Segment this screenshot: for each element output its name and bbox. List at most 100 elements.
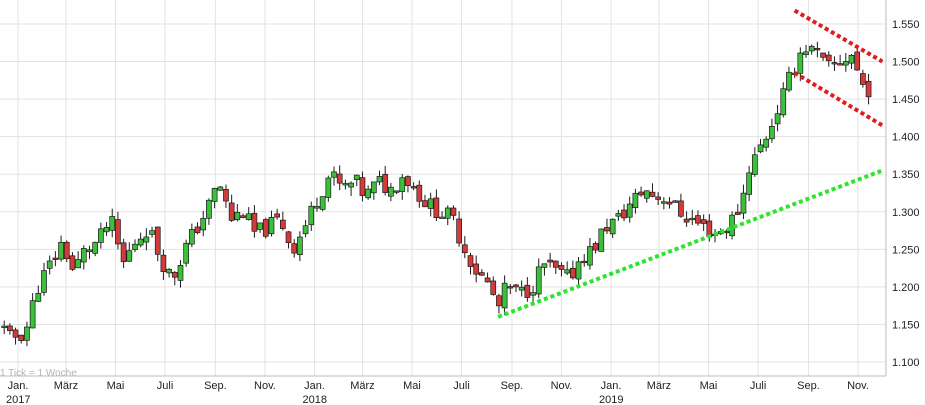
candle (171, 271, 178, 286)
candle (638, 186, 644, 197)
candle (837, 54, 843, 66)
candle-body-up (786, 71, 792, 91)
candle-body-up (740, 192, 747, 214)
candle-body-down (467, 255, 474, 267)
candle-body-down (240, 215, 246, 218)
candle (46, 255, 53, 275)
candle-body-down (490, 280, 497, 295)
candle-body-up (58, 241, 64, 260)
y-tick-label: 1.300 (892, 207, 920, 219)
candle (297, 231, 303, 262)
candle (308, 201, 315, 231)
candle (217, 185, 224, 191)
candle (194, 222, 201, 235)
candle (92, 241, 99, 257)
candle (615, 209, 622, 221)
candle-body-up (399, 177, 406, 192)
candle (865, 74, 872, 105)
candle-body-down (581, 260, 588, 264)
candle-body-up (535, 266, 542, 295)
candle (29, 293, 36, 329)
candle (154, 226, 161, 262)
candle (780, 82, 787, 118)
candle-body-down (393, 190, 400, 193)
candle (200, 210, 207, 237)
candle-body-up (211, 188, 218, 202)
candle-body-down (405, 176, 411, 186)
candle-body-down (422, 200, 428, 208)
candle (75, 251, 81, 269)
candle-body-up (427, 198, 434, 209)
candles (1, 41, 872, 347)
candle-body-down (194, 226, 201, 234)
candle-body-up (319, 196, 326, 210)
trendline (497, 168, 884, 319)
candle-body-down (251, 212, 258, 232)
candle-body-down (7, 325, 13, 331)
candle (552, 260, 559, 274)
interval-note: 1 Tick = 1 Woche (0, 368, 77, 379)
candle-body-down (228, 202, 235, 221)
candle (427, 192, 434, 217)
grid (0, 0, 887, 377)
candle-body-down (655, 196, 662, 200)
candle-body-up (257, 222, 263, 230)
candle (734, 204, 741, 215)
candle-body-down (69, 255, 76, 270)
y-tick-label: 1.200 (892, 282, 920, 294)
candle (513, 283, 519, 293)
candle-body-up (234, 211, 241, 221)
candle-body-down (814, 48, 821, 51)
candle (803, 44, 809, 58)
candle-body-down (558, 265, 565, 270)
candle-body-up (365, 188, 371, 199)
candle (291, 239, 298, 258)
x-tick-label: März (350, 380, 374, 392)
candle-body-down (570, 268, 576, 279)
candle (98, 222, 104, 249)
candle (262, 217, 269, 239)
candle-body-up (46, 260, 53, 269)
candle (331, 166, 337, 186)
candle-body-down (291, 243, 298, 254)
candle (86, 245, 93, 260)
candle (700, 214, 707, 232)
candle-body-up (86, 249, 93, 253)
candle (365, 185, 371, 200)
candle (604, 218, 610, 234)
candle (854, 48, 861, 71)
candle (103, 222, 110, 236)
candle (12, 327, 19, 345)
candle (35, 285, 42, 303)
candle (496, 293, 502, 314)
candle (399, 173, 406, 200)
candle (774, 104, 781, 132)
candle (592, 241, 599, 254)
candle-body-up (376, 176, 383, 183)
candle (746, 165, 752, 202)
candle-body-up (689, 217, 696, 221)
y-tick-label: 1.250 (892, 244, 920, 256)
candle (279, 211, 286, 231)
candle-body-down (461, 244, 468, 254)
candle (797, 47, 804, 82)
candle (160, 249, 167, 281)
y-tick-label: 1.500 (892, 57, 920, 69)
candle (666, 197, 673, 209)
candle-body-down (513, 284, 519, 288)
candle (166, 267, 172, 278)
candle (444, 205, 451, 226)
candle-body-down (507, 286, 514, 289)
candle-body-up (109, 216, 116, 231)
candle (177, 259, 184, 288)
candle-body-down (262, 219, 269, 237)
candle (558, 262, 565, 277)
candle-body-up (388, 186, 394, 197)
candle-body-up (609, 218, 616, 235)
candle-body-down (479, 272, 485, 276)
candle-body-down (223, 188, 229, 202)
candle-body-up (763, 138, 770, 148)
candle-body-down (825, 54, 832, 62)
